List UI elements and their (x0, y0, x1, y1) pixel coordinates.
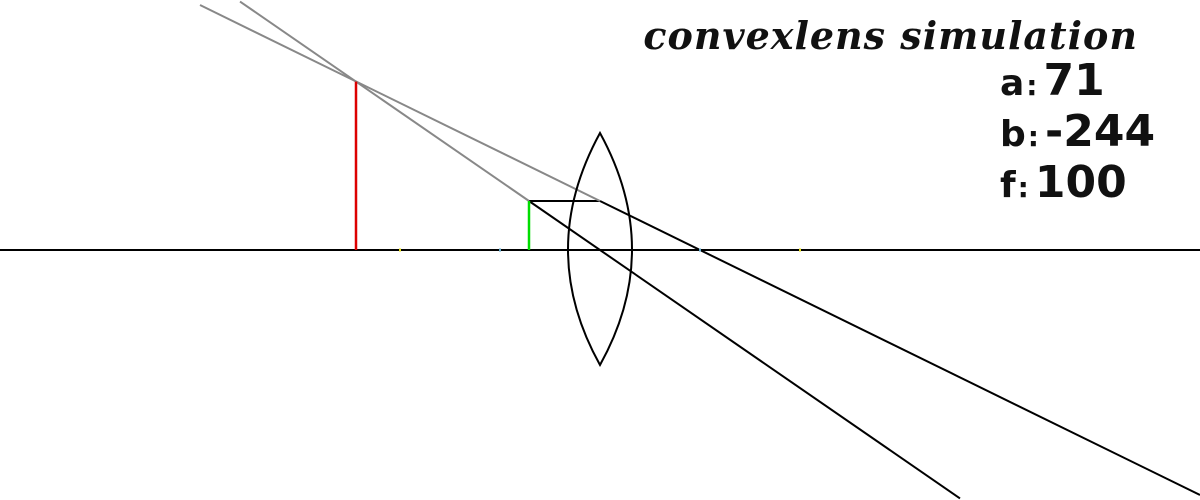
parallel-ray-virtual-extension (199, 4, 601, 202)
param-a-value: 71 (1043, 55, 1105, 106)
param-a-label: a (1000, 63, 1025, 104)
page-title: convexlens simulation (643, 13, 1138, 58)
focal-marks (399, 248, 801, 252)
param-b-label: b (1000, 114, 1026, 155)
title-block: convexlens simulation (643, 12, 1138, 60)
param-a-separator: : (1026, 69, 1038, 102)
param-f-row: f: 100 (1000, 160, 1155, 211)
param-f-label: f (1000, 165, 1016, 206)
parameter-readout: a: 71 b: -244 f: 100 (1000, 58, 1155, 211)
convex-lens (567, 130, 633, 368)
param-b-separator: : (1027, 120, 1039, 153)
param-b-value: -244 (1044, 106, 1156, 157)
central-ray (528, 200, 961, 500)
param-b-row: b: -244 (1000, 109, 1155, 160)
param-a-row: a: 71 (1000, 58, 1155, 109)
central-ray-virtual-extension (239, 0, 530, 202)
parallel-ray-refracted (599, 200, 1200, 496)
param-f-value: 100 (1034, 157, 1127, 208)
param-f-separator: : (1017, 171, 1029, 204)
